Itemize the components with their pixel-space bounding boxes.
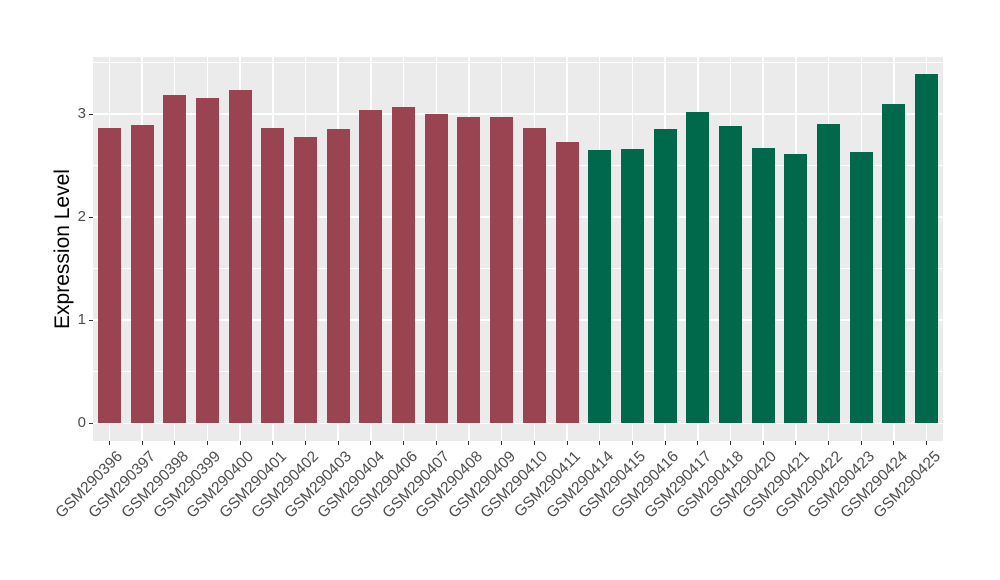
x-tick-mark bbox=[730, 441, 731, 445]
x-tick-mark bbox=[370, 441, 372, 445]
y-tick-label: 0 bbox=[77, 414, 86, 432]
bar bbox=[588, 150, 612, 424]
bar bbox=[882, 103, 906, 424]
x-tick-mark bbox=[631, 441, 633, 445]
x-tick-mark bbox=[272, 441, 274, 445]
y-tick-mark bbox=[89, 113, 93, 115]
bar bbox=[359, 109, 383, 424]
bar bbox=[326, 129, 350, 424]
x-tick-mark bbox=[926, 441, 928, 445]
bar bbox=[817, 124, 841, 424]
bar bbox=[555, 141, 579, 424]
x-tick-mark bbox=[435, 441, 437, 445]
y-tick-label: 1 bbox=[77, 311, 86, 329]
bar bbox=[392, 106, 416, 424]
gridline-major-h bbox=[93, 319, 943, 321]
bar bbox=[751, 148, 775, 424]
bar bbox=[130, 125, 154, 424]
y-tick-mark bbox=[89, 319, 93, 321]
x-tick-mark bbox=[697, 441, 699, 445]
x-tick-mark bbox=[599, 441, 601, 445]
x-tick-mark bbox=[795, 441, 797, 445]
y-tick-mark bbox=[89, 216, 93, 218]
bar bbox=[784, 154, 808, 424]
x-tick-mark bbox=[239, 441, 241, 445]
bar bbox=[163, 95, 187, 424]
x-tick-mark bbox=[762, 441, 764, 445]
gridline-major-h bbox=[93, 216, 943, 218]
y-tick-mark bbox=[89, 422, 93, 424]
bar bbox=[653, 129, 677, 424]
y-axis-title: Expression Level bbox=[51, 169, 74, 329]
gridline-minor-h bbox=[93, 371, 943, 373]
plot-panel bbox=[93, 57, 943, 441]
x-tick-mark bbox=[893, 441, 895, 445]
gridline-major-h bbox=[93, 113, 943, 115]
x-tick-mark bbox=[501, 441, 503, 445]
x-tick-mark bbox=[206, 441, 208, 445]
bar bbox=[849, 152, 873, 424]
bar bbox=[228, 90, 252, 424]
gridline-minor-h bbox=[93, 165, 943, 166]
x-tick-mark bbox=[305, 441, 306, 445]
y-tick-label: 2 bbox=[77, 208, 86, 226]
x-tick-mark bbox=[566, 441, 568, 445]
bar bbox=[195, 97, 219, 424]
x-tick-mark bbox=[860, 441, 862, 445]
gridline-major-h bbox=[93, 422, 943, 425]
bar bbox=[294, 136, 317, 424]
gridline-minor-h bbox=[93, 268, 943, 270]
bar bbox=[261, 128, 285, 424]
bar bbox=[686, 111, 710, 424]
x-tick-mark bbox=[533, 441, 535, 445]
bar bbox=[97, 128, 121, 424]
bar bbox=[424, 114, 448, 424]
bar bbox=[522, 128, 546, 424]
x-tick-mark bbox=[403, 441, 405, 445]
bar bbox=[620, 149, 644, 424]
x-tick-mark bbox=[664, 441, 666, 445]
bar bbox=[719, 126, 742, 424]
x-tick-mark bbox=[468, 441, 470, 445]
bar bbox=[915, 73, 939, 424]
x-tick-mark bbox=[337, 441, 339, 445]
x-tick-mark bbox=[141, 441, 143, 445]
y-tick-label: 3 bbox=[77, 105, 86, 122]
gridline-minor-h bbox=[93, 62, 943, 63]
x-tick-mark bbox=[174, 441, 176, 445]
bar bbox=[457, 117, 481, 424]
x-tick-mark bbox=[828, 441, 830, 445]
bar bbox=[490, 117, 514, 424]
x-tick-mark bbox=[108, 441, 110, 445]
